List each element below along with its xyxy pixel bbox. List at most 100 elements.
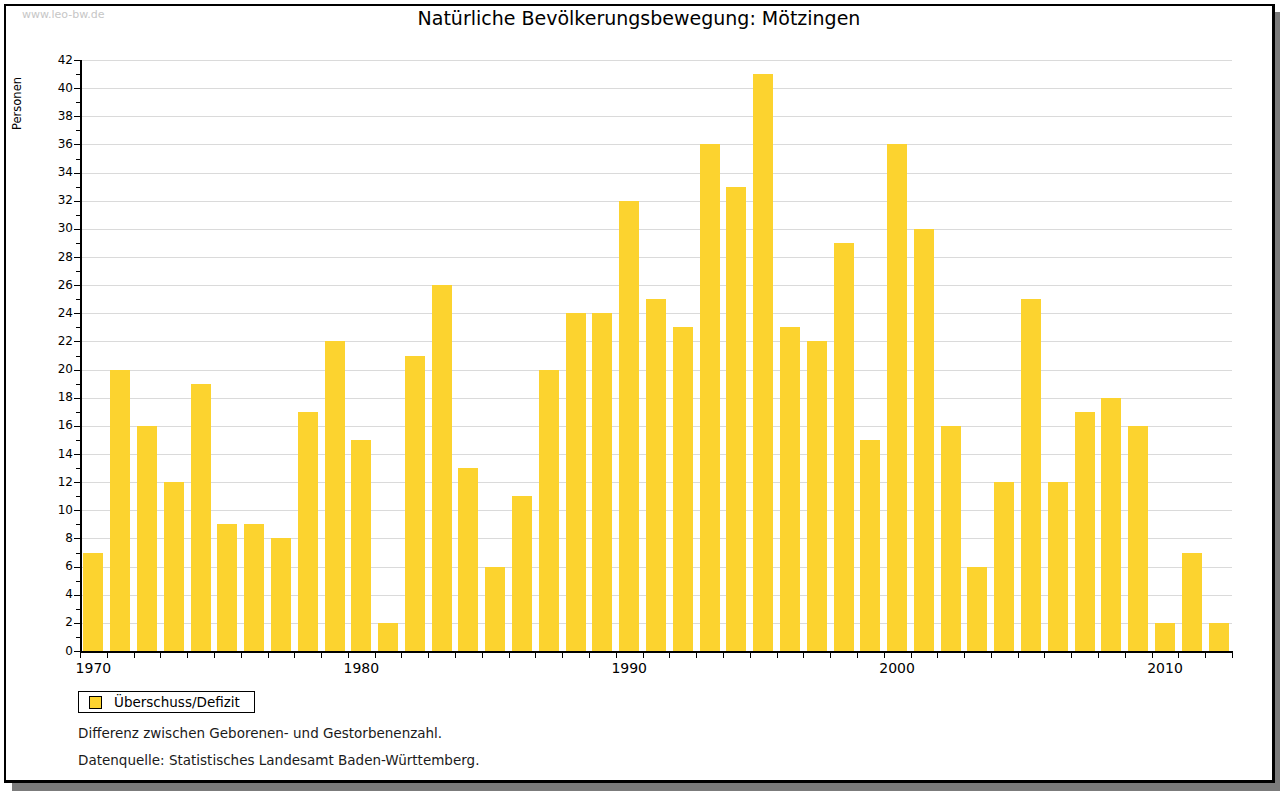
bar-1975	[217, 524, 237, 651]
bar-2001	[914, 229, 934, 651]
bar-1986	[512, 496, 532, 651]
x-tick-37	[1071, 653, 1072, 658]
x-tick-9	[321, 653, 322, 658]
y-tick-label-6: 6	[43, 559, 73, 573]
x-tick-5	[214, 653, 215, 658]
x-tick-7	[268, 653, 269, 658]
y-tick-label-28: 28	[43, 250, 73, 264]
chart-frame: www.leo-bw.de Natürliche Bevölkerungsbew…	[4, 4, 1275, 783]
x-tick-0	[80, 653, 81, 658]
x-tick-25	[750, 653, 751, 658]
y-tick-label-30: 30	[43, 221, 73, 235]
x-tick-43	[1232, 653, 1233, 658]
x-tick-6	[241, 653, 242, 658]
x-tick-label-1980: 1980	[331, 660, 391, 676]
y-tick-label-2: 2	[43, 615, 73, 629]
bar-2003	[967, 567, 987, 651]
x-tick-12	[401, 653, 402, 658]
bar-1993	[700, 144, 720, 651]
gridline-y-28	[80, 257, 1232, 258]
x-tick-30	[884, 653, 885, 658]
x-tick-23	[696, 653, 697, 658]
bar-1970	[83, 553, 103, 652]
gridline-y-36	[80, 144, 1232, 145]
x-tick-34	[991, 653, 992, 658]
bar-1996	[780, 327, 800, 651]
x-tick-29	[857, 653, 858, 658]
y-tick-label-24: 24	[43, 306, 73, 320]
gridline-y-40	[80, 88, 1232, 89]
x-tick-36	[1044, 653, 1045, 658]
bar-1997	[807, 341, 827, 651]
y-tick-label-22: 22	[43, 334, 73, 348]
bar-chart-plot: 0246810121416182022242628303234363840421…	[6, 6, 1272, 780]
x-tick-27	[803, 653, 804, 658]
y-tick-label-26: 26	[43, 278, 73, 292]
x-tick-35	[1018, 653, 1019, 658]
y-tick-label-32: 32	[43, 193, 73, 207]
y-tick-label-10: 10	[43, 503, 73, 517]
bar-1980	[351, 440, 371, 651]
bar-2011	[1182, 553, 1202, 652]
bar-1990	[619, 201, 639, 651]
bar-2010	[1155, 623, 1175, 651]
bar-1999	[860, 440, 880, 651]
bar-1989	[592, 313, 612, 651]
y-axis-line	[80, 60, 82, 653]
x-tick-13	[428, 653, 429, 658]
bar-1978	[298, 412, 318, 651]
bar-1987	[539, 370, 559, 651]
gridline-y-42	[80, 60, 1232, 61]
bar-1994	[726, 187, 746, 651]
bar-2004	[994, 482, 1014, 651]
bar-2007	[1075, 412, 1095, 651]
legend-label: Überschuss/Defizit	[114, 694, 240, 710]
footnote-definition: Differenz zwischen Geborenen- und Gestor…	[78, 725, 442, 741]
bar-1998	[834, 243, 854, 651]
gridline-y-32	[80, 201, 1232, 202]
x-tick-22	[669, 653, 670, 658]
x-tick-19	[589, 653, 590, 658]
chart-content: www.leo-bw.de Natürliche Bevölkerungsbew…	[6, 6, 1272, 780]
y-tick-label-16: 16	[43, 418, 73, 432]
x-tick-40	[1152, 653, 1153, 658]
y-tick-label-12: 12	[43, 475, 73, 489]
x-tick-14	[455, 653, 456, 658]
x-tick-11	[375, 653, 376, 658]
bar-1974	[191, 384, 211, 651]
x-tick-8	[294, 653, 295, 658]
x-tick-16	[509, 653, 510, 658]
x-tick-32	[937, 653, 938, 658]
bar-1992	[673, 327, 693, 651]
x-tick-label-2000: 2000	[867, 660, 927, 676]
bar-1973	[164, 482, 184, 651]
legend-color-swatch	[89, 696, 102, 709]
y-tick-label-40: 40	[43, 81, 73, 95]
bar-2012	[1209, 623, 1229, 651]
x-tick-label-2010: 2010	[1135, 660, 1195, 676]
bar-1983	[432, 285, 452, 651]
x-tick-15	[482, 653, 483, 658]
y-tick-label-14: 14	[43, 447, 73, 461]
x-tick-28	[830, 653, 831, 658]
x-tick-10	[348, 653, 349, 658]
x-tick-3	[160, 653, 161, 658]
bar-1988	[566, 313, 586, 651]
y-tick-label-20: 20	[43, 362, 73, 376]
x-tick-33	[964, 653, 965, 658]
legend-box: Überschuss/Defizit	[78, 691, 255, 713]
y-tick-label-4: 4	[43, 587, 73, 601]
x-tick-18	[562, 653, 563, 658]
x-tick-42	[1205, 653, 1206, 658]
x-tick-26	[777, 653, 778, 658]
gridline-y-30	[80, 229, 1232, 230]
bar-1979	[325, 341, 345, 651]
bar-2009	[1128, 426, 1148, 651]
x-tick-17	[535, 653, 536, 658]
y-tick-label-0: 0	[43, 644, 73, 658]
bar-2005	[1021, 299, 1041, 651]
x-tick-label-1970: 1970	[63, 660, 123, 676]
footnote-datasource: Datenquelle: Statistisches Landesamt Bad…	[78, 752, 479, 768]
y-tick-label-8: 8	[43, 531, 73, 545]
bar-1972	[137, 426, 157, 651]
